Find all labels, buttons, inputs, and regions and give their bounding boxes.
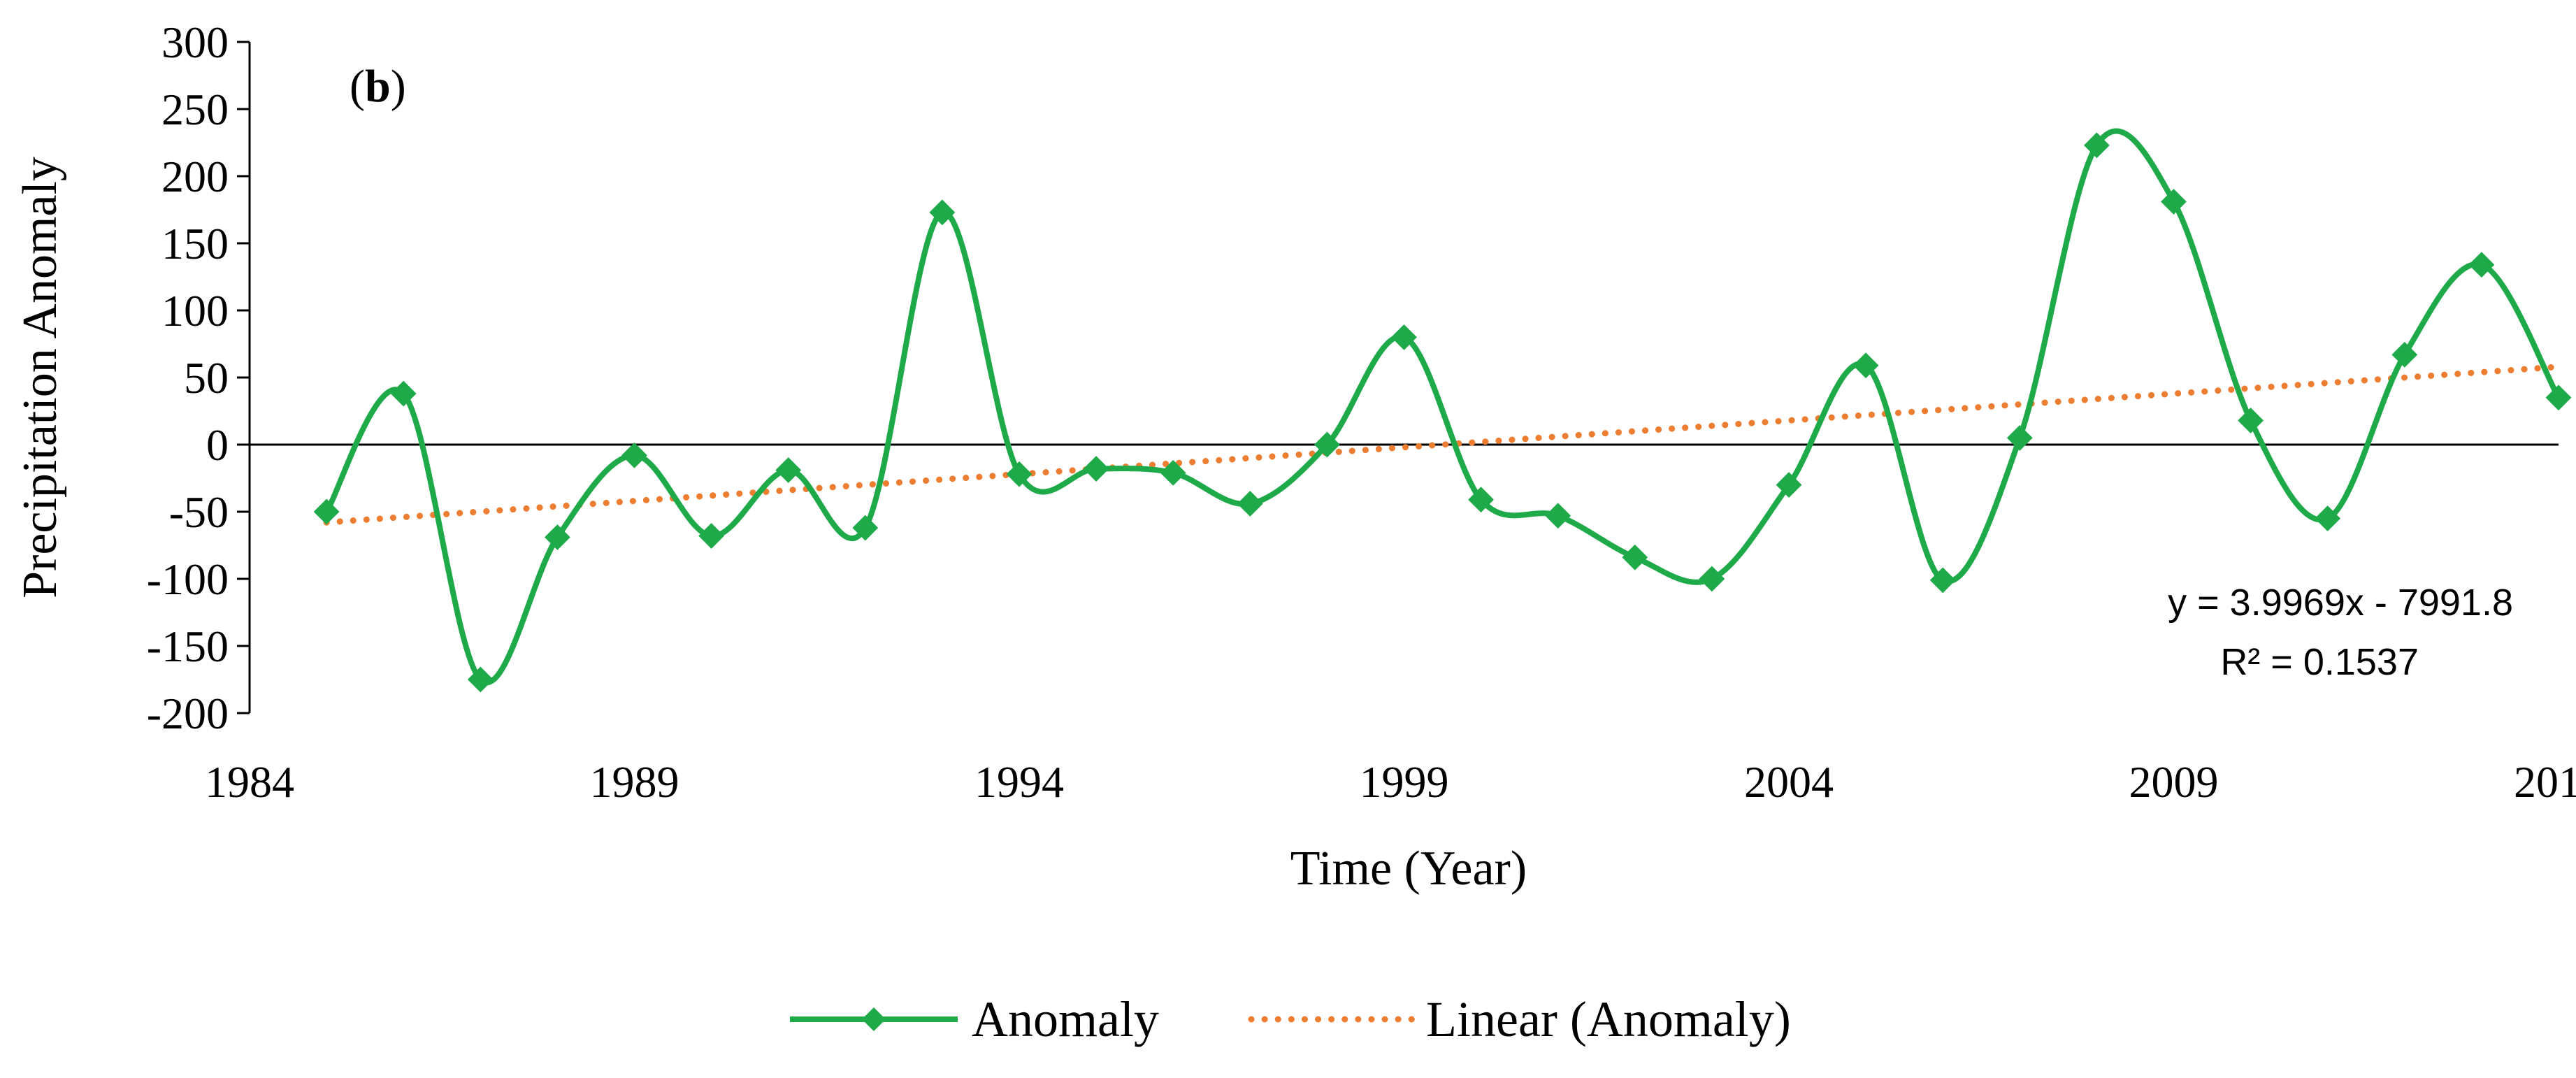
anomaly-data-point <box>2545 385 2572 411</box>
anomaly-data-point <box>2468 252 2495 278</box>
y-tick-label: 250 <box>161 85 229 134</box>
anomaly-data-point <box>698 523 725 549</box>
x-tick-label: 1999 <box>1360 757 1449 807</box>
anomaly-data-point <box>2238 408 2264 433</box>
anomaly-data-point <box>775 457 802 483</box>
y-tick-label: -100 <box>147 554 229 604</box>
anomaly-data-point <box>1391 324 1417 350</box>
legend-item-anomaly[interactable]: Anomaly <box>790 991 1159 1047</box>
legend: Anomaly Linear (Anomaly) <box>790 991 1791 1047</box>
anomaly-data-point <box>1237 491 1263 517</box>
y-tick-label: 300 <box>161 17 229 67</box>
anomaly-data-point <box>467 666 494 693</box>
y-tick-label: 0 <box>206 420 229 470</box>
anomaly-data-point <box>1468 487 1495 513</box>
anomaly-data-point <box>1083 456 1109 482</box>
anomaly-data-point <box>2391 341 2418 368</box>
y-tick-label: -200 <box>147 689 229 738</box>
trendline-r-squared: R² = 0.1537 <box>2220 641 2419 683</box>
x-tick-label: 2004 <box>1744 757 1834 807</box>
x-tick-label: 2014 <box>2514 757 2576 807</box>
panel-label: (b) <box>350 61 406 112</box>
anomaly-data-point <box>544 524 570 550</box>
x-tick-label: 1984 <box>205 757 294 807</box>
anomaly-data-point <box>929 199 956 226</box>
anomaly-data-point <box>2006 424 2033 451</box>
x-tick-label: 1989 <box>590 757 679 807</box>
x-tick-label: 1994 <box>974 757 1064 807</box>
anomaly-data-point <box>1160 459 1186 486</box>
legend-anomaly-label: Anomaly <box>972 991 1159 1047</box>
y-tick-label: 150 <box>161 219 229 268</box>
trendline <box>323 364 2562 526</box>
anomaly-data-point <box>2161 189 2187 215</box>
y-tick-label: 100 <box>161 286 229 336</box>
anomaly-data-point <box>852 515 879 541</box>
anomaly-data-point <box>1545 503 1571 529</box>
anomaly-data-point <box>621 442 647 468</box>
y-tick-label: -150 <box>147 621 229 671</box>
anomaly-data-point <box>1622 544 1648 570</box>
trendline-equation: y = 3.9969x - 7991.8 <box>2168 582 2513 624</box>
y-axis-title: Precipitation Anomaly <box>13 157 67 598</box>
anomaly-data-point <box>390 380 417 407</box>
anomaly-data-point <box>1314 431 1340 458</box>
anomaly-line <box>324 128 2561 685</box>
anomaly-data-point <box>1006 461 1032 487</box>
legend-anomaly-marker <box>862 1007 886 1031</box>
x-tick-label: 2009 <box>2129 757 2219 807</box>
y-tick-label: 50 <box>184 353 229 403</box>
anomaly-data-point <box>313 498 340 525</box>
legend-item-linear[interactable]: Linear (Anomaly) <box>1248 991 1791 1047</box>
anomaly-data-point <box>1699 566 1725 592</box>
anomaly-data-point <box>2083 132 2110 159</box>
anomaly-data-point <box>1776 472 1802 498</box>
legend-linear-label: Linear (Anomaly) <box>1426 991 1791 1047</box>
plot-area: 300 250 200 150 100 50 0 -50 -100 -150 -200 1984 198… <box>147 17 2576 807</box>
y-tick-label: 200 <box>161 152 229 201</box>
anomaly-data-point <box>1929 567 1956 594</box>
anomaly-data-point <box>1852 352 1879 379</box>
y-tick-label: -50 <box>169 487 229 537</box>
anomaly-data-point <box>2315 505 2341 532</box>
x-axis-title: Time (Year) <box>1290 842 1527 896</box>
